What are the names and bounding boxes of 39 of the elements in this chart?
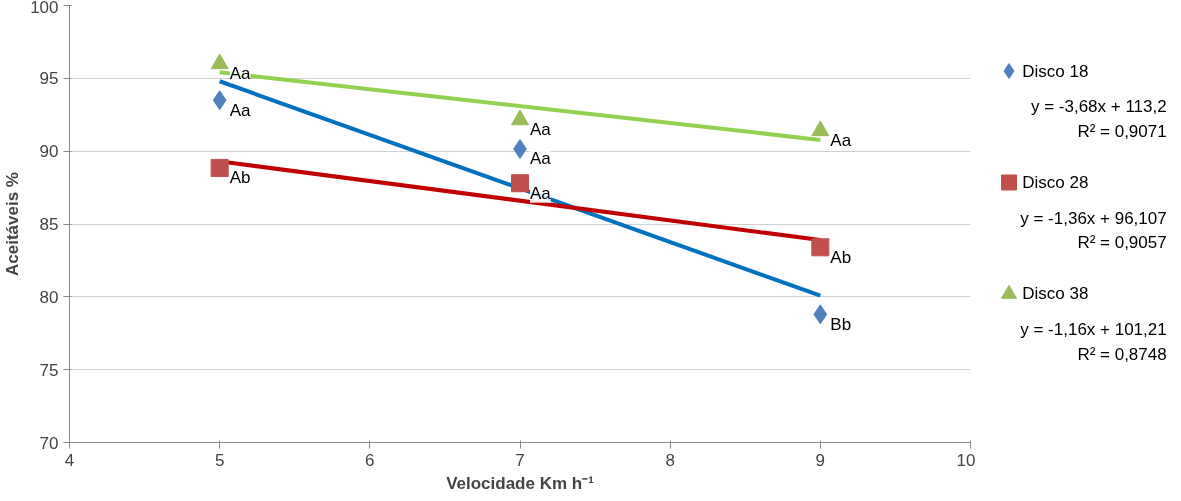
x-tick-label: 7 [515,450,525,470]
x-axis-title: Velocidade Km h⁻¹ [446,473,595,493]
annotation: Ab [830,247,852,267]
y-tick-label: 80 [39,287,59,307]
legend-label: Disco 38 [1022,284,1089,304]
text: y = -3,68x + 113,2 R² = 0,9071 [1030,97,1167,141]
legend-label: Disco 28 [1022,172,1089,192]
text: y = -1,36x + 96,107 R² = 0,9057 [1020,208,1167,253]
x-tick-label: 6 [365,450,375,470]
y-tick-label: 75 [39,360,59,380]
x-tick-label: 8 [665,450,675,470]
legend-label: Disco 18 [1022,61,1089,81]
y-tick-label: 90 [39,142,59,162]
point [212,90,227,111]
point [511,174,529,193]
y-tick-label: 95 [39,69,59,89]
point [210,53,229,70]
annotation: Bb [830,314,852,334]
annotation: Aa [229,100,252,120]
annotation: Aa [530,149,552,169]
annotation: Aa [530,120,552,140]
x-tick-label: 5 [214,450,225,470]
y-tick-label: 70 [39,433,59,453]
point [210,158,229,177]
x-tick-label: 9 [815,450,826,470]
text: y = -1,16x + 101,21 R² = 0,8748 [1020,320,1167,364]
annotation: Ab [229,168,251,188]
y-tick-label: 100 [30,0,59,17]
annotation: Aa [830,131,852,151]
point [511,109,529,126]
annotation: Aa [229,64,252,84]
point [813,304,828,325]
x-tick-label: 4 [64,450,75,470]
y-axis-title: Aceitáveis % [3,172,23,276]
y-tick-label: 85 [39,215,59,234]
point [811,120,830,137]
x-tick-label: 10 [956,450,976,470]
annotation: Aa [530,183,552,203]
point [811,238,830,257]
